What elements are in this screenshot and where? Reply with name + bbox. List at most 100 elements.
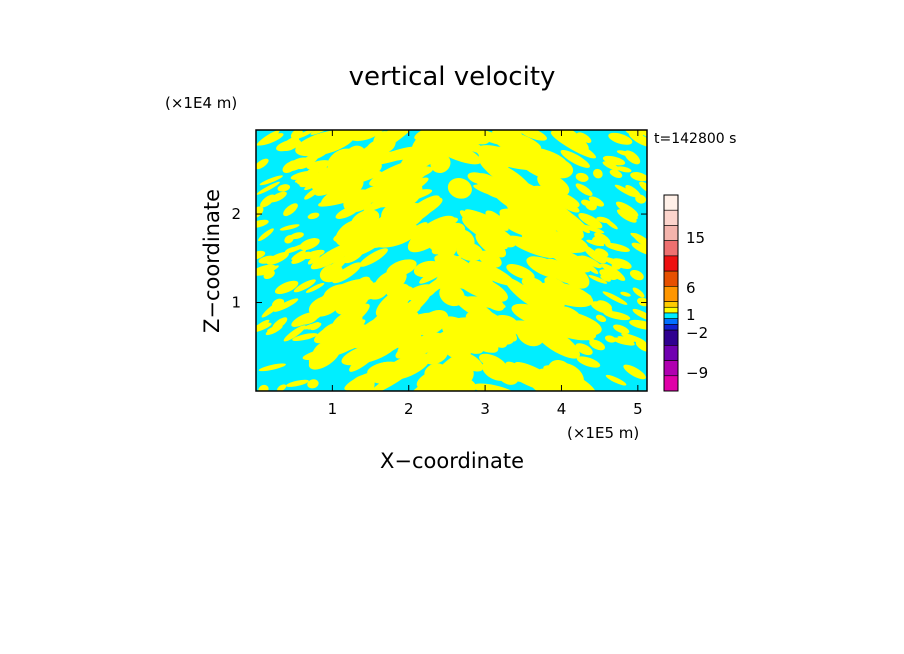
positive-velocity-region: [506, 264, 535, 280]
colorbar-segment: [663, 360, 679, 377]
positive-velocity-region: [284, 235, 294, 244]
colorbar-segment: [663, 345, 679, 361]
positive-velocity-region: [291, 249, 307, 260]
positive-velocity-region: [290, 170, 315, 180]
positive-velocity-region: [530, 300, 565, 317]
positive-velocity-region: [602, 291, 628, 305]
colorbar: 15 6 1−2 −9: [663, 194, 708, 392]
positive-velocity-region: [531, 323, 580, 359]
positive-velocity-region: [544, 258, 574, 284]
positive-velocity-region: [623, 364, 646, 380]
positive-velocity-region: [611, 260, 622, 270]
positive-velocity-region: [473, 184, 529, 204]
positive-velocity-region: [266, 251, 289, 265]
positive-velocity-region: [469, 260, 515, 286]
positive-velocity-region: [405, 222, 428, 240]
positive-velocity-region: [370, 361, 397, 378]
colorbar-segment: [663, 286, 679, 302]
colorbar-segment: [663, 324, 679, 331]
positive-velocity-region: [290, 130, 303, 140]
x-axis-ticks: 1 2 3 4 5: [328, 130, 643, 418]
positive-velocity-region: [616, 166, 632, 173]
positive-velocity-region: [277, 384, 287, 391]
positive-velocity-region: [575, 183, 593, 196]
colorbar-segment: [663, 318, 679, 325]
positive-velocity-region: [258, 384, 269, 391]
positive-velocity-region: [302, 345, 353, 361]
positive-velocity-region: [256, 250, 266, 260]
positive-velocity-region: [319, 264, 343, 283]
positive-velocity-region: [259, 265, 279, 276]
y-tick-label: 2: [231, 205, 241, 223]
colorbar-label: 6: [686, 279, 696, 297]
y-unit-label: (×1E4 m): [165, 94, 237, 112]
positive-velocity-region: [603, 310, 631, 321]
colorbar-segment: [663, 312, 679, 319]
positive-velocity-region: [430, 361, 472, 387]
positive-velocity-region: [560, 149, 590, 168]
positive-velocity-region: [580, 224, 605, 234]
positive-velocity-region: [599, 269, 618, 280]
positive-velocity-region: [576, 132, 592, 144]
positive-velocity-region: [303, 249, 325, 260]
positive-velocity-region: [256, 319, 270, 331]
positive-velocity-region: [479, 353, 507, 371]
chart-title: vertical velocity: [349, 62, 556, 92]
positive-velocity-region: [369, 157, 428, 187]
positive-velocity-region: [386, 259, 417, 277]
colorbar-segment: [663, 209, 679, 226]
positive-velocity-region: [605, 242, 630, 252]
positive-velocity-region: [291, 312, 316, 327]
positive-velocity-region: [608, 132, 633, 145]
colorbar-segment: [663, 225, 679, 241]
positive-velocity-region: [256, 181, 280, 195]
positive-velocity-region: [318, 190, 368, 207]
positive-velocity-region: [632, 287, 645, 298]
x-tick-label: 3: [480, 400, 490, 418]
positive-velocity-region: [263, 270, 275, 280]
positive-velocity-region: [620, 291, 631, 297]
positive-velocity-region: [349, 374, 375, 391]
y-axis-label: Z−coordinate: [200, 189, 224, 333]
positive-velocity-region: [276, 139, 302, 152]
positive-velocity-region: [578, 213, 603, 229]
contour-field: [256, 130, 647, 391]
positive-velocity-region: [279, 224, 300, 231]
positive-velocity-region: [341, 340, 397, 366]
positive-velocity-region: [604, 335, 616, 343]
positive-velocity-region: [431, 241, 452, 255]
positive-velocity-region: [629, 269, 644, 281]
positive-velocity-region: [605, 374, 627, 386]
positive-velocity-region: [352, 222, 393, 245]
positive-velocity-region: [284, 246, 298, 253]
positive-velocity-region: [453, 294, 496, 322]
positive-velocity-region: [588, 196, 605, 207]
positive-velocity-region: [629, 319, 647, 330]
colorbar-segment: [663, 375, 679, 392]
positive-velocity-region: [537, 173, 570, 196]
positive-velocity-region: [260, 194, 276, 208]
positive-velocity-region: [609, 169, 623, 178]
colorbar-label: −2: [686, 324, 708, 342]
positive-velocity-region: [409, 267, 460, 306]
positive-velocity-region: [292, 333, 318, 341]
y-axis-ticks: 12: [231, 205, 647, 312]
positive-velocity-region: [521, 234, 548, 254]
positive-velocity-region: [258, 363, 286, 372]
positive-velocity-region: [291, 251, 311, 264]
positive-velocity-region: [319, 322, 348, 346]
positive-velocity-region: [283, 203, 298, 217]
positive-velocity-region: [578, 147, 588, 155]
positive-velocity-region: [455, 376, 477, 391]
positive-velocity-region: [600, 263, 623, 277]
colorbar-segment: [663, 270, 679, 287]
positive-velocity-region: [293, 279, 316, 293]
positive-velocity-region: [575, 343, 593, 356]
positive-velocity-region: [283, 325, 306, 342]
positive-velocity-region: [585, 200, 597, 211]
positive-velocity-region: [521, 277, 544, 291]
positive-velocity-region: [414, 130, 455, 141]
positive-velocity-region: [635, 340, 647, 352]
positive-velocity-region: [604, 218, 618, 230]
